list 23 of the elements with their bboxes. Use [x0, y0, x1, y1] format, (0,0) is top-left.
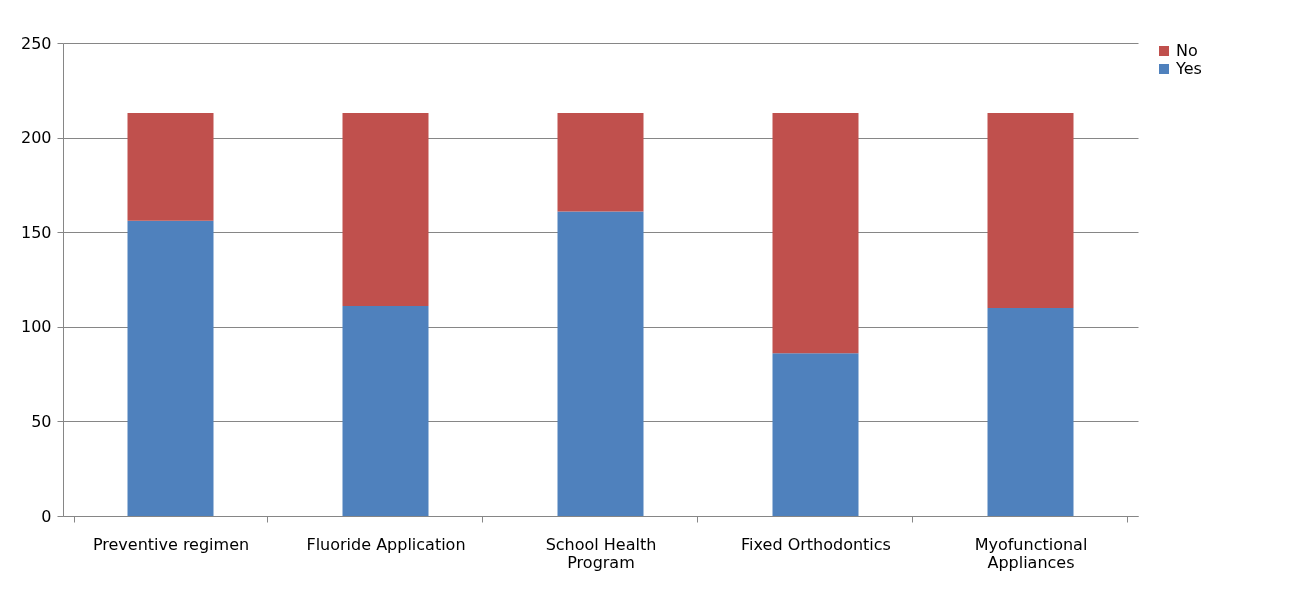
bar	[987, 307, 1074, 516]
bar	[127, 220, 214, 516]
legend-label: Yes	[1175, 59, 1202, 78]
bar	[342, 305, 429, 516]
y-tick-label: 0	[41, 506, 52, 526]
bar	[342, 113, 429, 306]
bar	[557, 113, 644, 212]
bar	[127, 113, 214, 221]
y-tick-label: 200	[20, 128, 52, 148]
bar	[772, 353, 859, 516]
x-tick-label: School Health Program	[545, 534, 657, 572]
y-tick-label: 100	[20, 317, 52, 337]
bar	[557, 211, 644, 516]
legend-label: No	[1176, 41, 1198, 60]
x-tick-label: Preventive regimen	[92, 534, 250, 554]
x-tick-label: Myofunctional Appliances	[974, 534, 1088, 572]
x-tick-label: Fixed Orthodontics	[741, 534, 891, 554]
y-tick-label: 250	[20, 33, 52, 53]
x-tick-label: Fluoride Application	[306, 534, 466, 554]
bar	[772, 113, 859, 354]
y-tick-label: 50	[31, 411, 52, 431]
y-tick-label: 150	[20, 222, 52, 242]
bar	[987, 113, 1074, 308]
